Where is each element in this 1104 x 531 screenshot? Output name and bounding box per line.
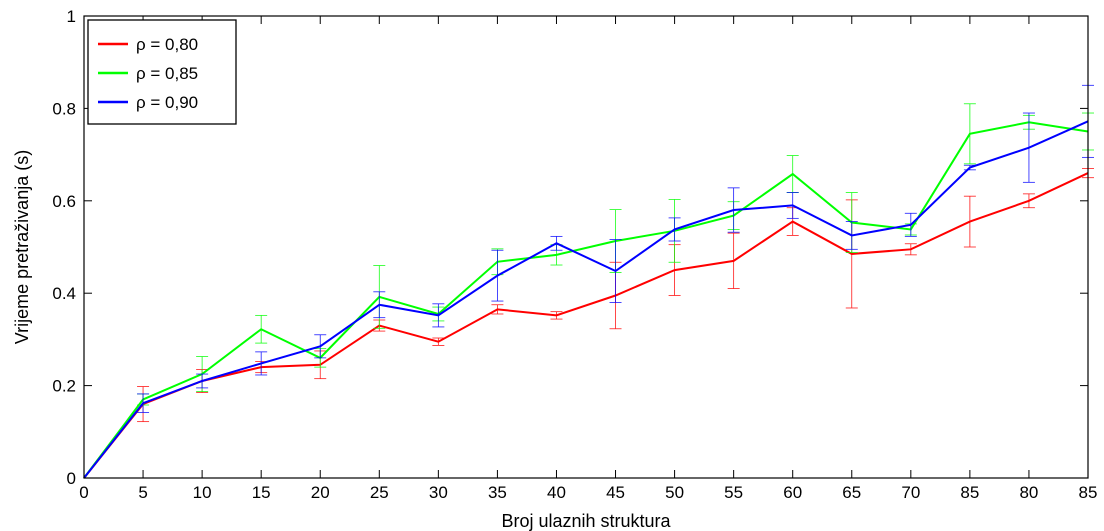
x-tick-label: 40 xyxy=(547,483,566,502)
legend-label: ρ = 0,80 xyxy=(136,35,198,54)
series-line xyxy=(83,121,1089,479)
legend: ρ = 0,80 ρ = 0,85 ρ = 0,90 xyxy=(87,19,237,125)
x-tick-label: 50 xyxy=(665,483,684,502)
axis-ticks: 0 5 10 15 20 25 30 35 40 45 50 55 60 65 70 85 80 85 0 0.2 0.… xyxy=(52,7,1097,502)
x-tick-label: 85 xyxy=(960,483,979,502)
x-tick-label: 5 xyxy=(138,483,147,502)
x-tick-label: 25 xyxy=(370,483,389,502)
y-tick-label: 0.2 xyxy=(52,377,76,396)
legend-label: ρ = 0,90 xyxy=(136,93,198,112)
x-tick-label: 15 xyxy=(252,483,271,502)
x-tick-label: 30 xyxy=(429,483,448,502)
series-2 xyxy=(83,103,1094,479)
series-1 xyxy=(83,168,1094,479)
x-tick-label: 55 xyxy=(724,483,743,502)
series-line xyxy=(83,120,1089,479)
y-tick-label: 0.8 xyxy=(52,99,76,118)
x-tick-label: 85 xyxy=(1079,483,1098,502)
x-tick-label: 65 xyxy=(842,483,861,502)
x-tick-label: 45 xyxy=(606,483,625,502)
series-line xyxy=(83,172,1089,479)
series-layer xyxy=(83,84,1094,479)
x-tick-label: 20 xyxy=(311,483,330,502)
series-3 xyxy=(83,84,1094,479)
y-axis-label: Vrijeme pretraživanja (s) xyxy=(12,150,32,344)
y-tick-label: 0 xyxy=(67,469,76,488)
y-tick-label: 0.6 xyxy=(52,192,76,211)
x-tick-label: 0 xyxy=(79,483,88,502)
x-tick-label: 35 xyxy=(488,483,507,502)
y-tick-label: 1 xyxy=(67,7,76,26)
x-tick-label: 70 xyxy=(901,483,920,502)
plot-frame xyxy=(83,15,1089,479)
x-tick-label: 60 xyxy=(783,483,802,502)
x-tick-label: 80 xyxy=(1019,483,1038,502)
x-tick-label: 10 xyxy=(193,483,212,502)
x-axis-label: Broj ulaznih struktura xyxy=(501,511,671,531)
y-tick-label: 0.4 xyxy=(52,284,76,303)
legend-label: ρ = 0,85 xyxy=(136,64,198,83)
